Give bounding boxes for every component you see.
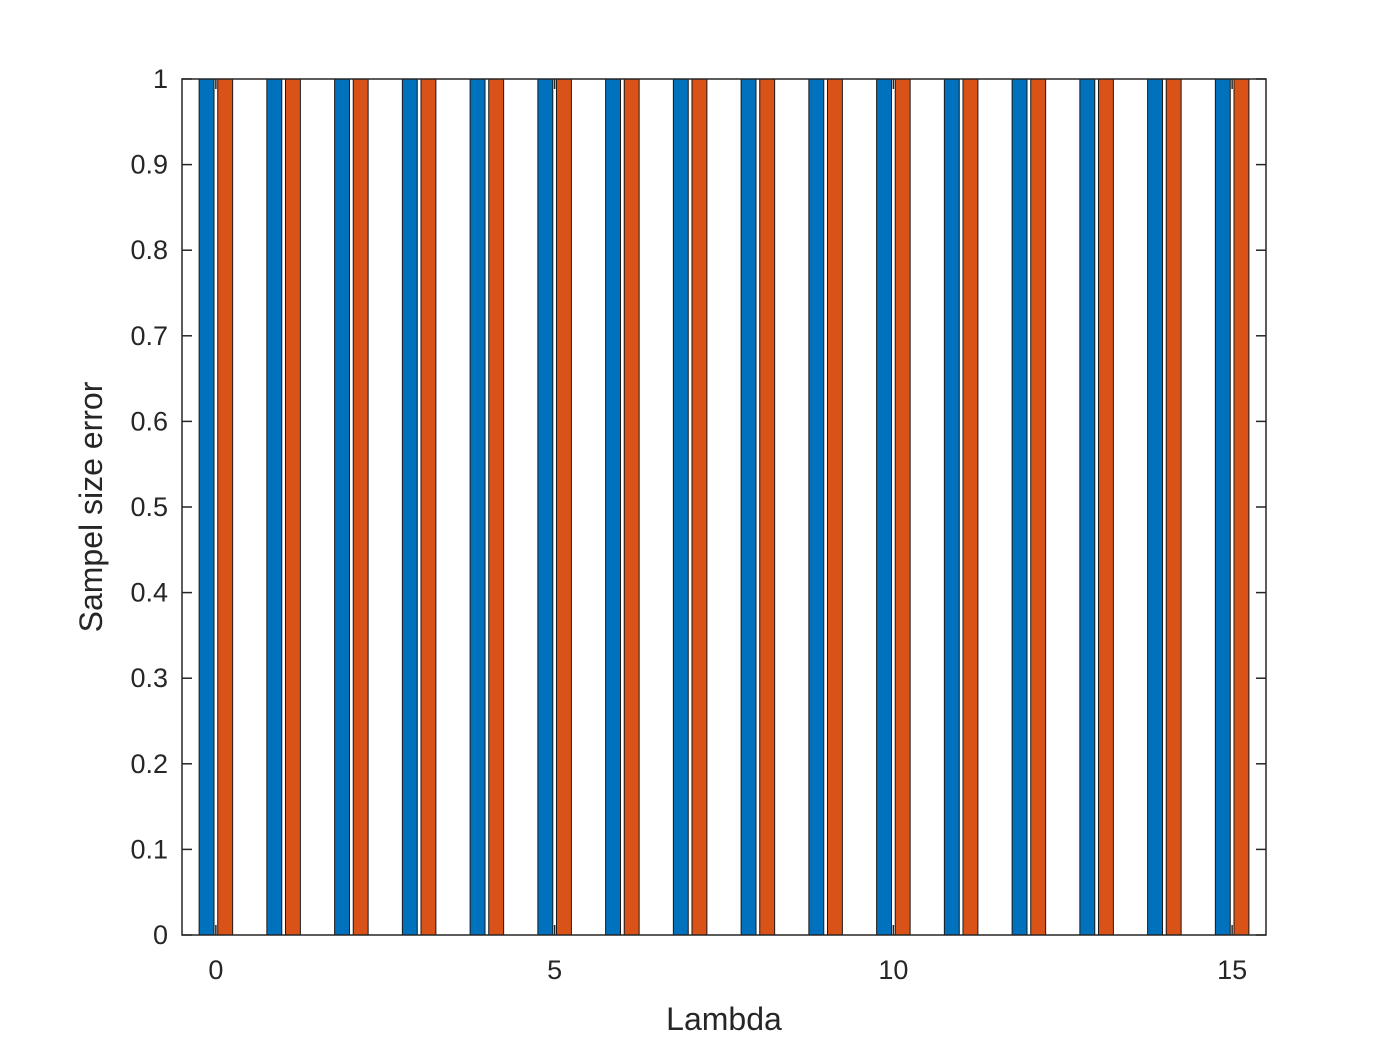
- bar-series-1-x-15: [1214, 78, 1231, 936]
- bar-series-1-x-13: [1079, 78, 1096, 936]
- bar-series-2-x-8: [759, 78, 776, 936]
- bar-series-1-x-1: [266, 78, 283, 936]
- bar-series-1-x-9: [808, 78, 825, 936]
- y-tick-label: 1: [153, 64, 168, 94]
- y-tick-label: 0.3: [130, 663, 168, 693]
- bar-series-2-x-9: [826, 78, 843, 936]
- y-tick-label: 0.8: [130, 235, 168, 265]
- x-tick-label: 10: [878, 955, 908, 985]
- y-tick-label: 0.1: [130, 834, 168, 864]
- bar-series-2-x-13: [1097, 78, 1114, 936]
- bars-layer: [198, 78, 1250, 936]
- bar-series-1-x-2: [334, 78, 351, 936]
- bar-series-2-x-14: [1165, 78, 1182, 936]
- bar-series-1-x-3: [401, 78, 418, 936]
- bar-series-1-x-6: [605, 78, 622, 936]
- bar-series-1-x-10: [876, 78, 893, 936]
- bar-series-1-x-4: [469, 78, 486, 936]
- x-tick-label: 5: [547, 955, 562, 985]
- bar-series-2-x-1: [284, 78, 301, 936]
- x-axis-label: Lambda: [666, 1001, 782, 1037]
- x-tick-label: 15: [1217, 955, 1247, 985]
- bar-series-1-x-0: [198, 78, 215, 936]
- bar-series-1-x-12: [1011, 78, 1028, 936]
- bar-series-1-x-5: [537, 78, 554, 936]
- bar-series-2-x-7: [691, 78, 708, 936]
- bar-series-1-x-7: [672, 78, 689, 936]
- y-tick-label: 0.2: [130, 749, 168, 779]
- bar-series-2-x-10: [894, 78, 911, 936]
- bar-series-1-x-14: [1147, 78, 1164, 936]
- y-tick-label: 0.9: [130, 150, 168, 180]
- bar-series-2-x-12: [1030, 78, 1047, 936]
- y-tick-label: 0.5: [130, 492, 168, 522]
- x-tick-label: 0: [208, 955, 223, 985]
- y-tick-label: 0: [153, 920, 168, 950]
- y-tick-label: 0.6: [130, 406, 168, 436]
- bar-series-2-x-0: [217, 78, 234, 936]
- bar-series-2-x-4: [488, 78, 505, 936]
- bar-series-2-x-3: [420, 78, 437, 936]
- bar-series-2-x-2: [352, 78, 369, 936]
- y-tick-label: 0.4: [130, 578, 168, 608]
- y-axis-label: Sampel size error: [73, 381, 109, 632]
- bar-series-2-x-15: [1233, 78, 1250, 936]
- y-tick-label: 0.7: [130, 321, 168, 351]
- bar-series-2-x-11: [962, 78, 979, 936]
- bar-series-2-x-6: [623, 78, 640, 936]
- plot-frame: [181, 78, 1267, 936]
- bar-series-2-x-5: [555, 78, 572, 936]
- bar-series-1-x-8: [740, 78, 757, 936]
- bar-series-1-x-11: [943, 78, 960, 936]
